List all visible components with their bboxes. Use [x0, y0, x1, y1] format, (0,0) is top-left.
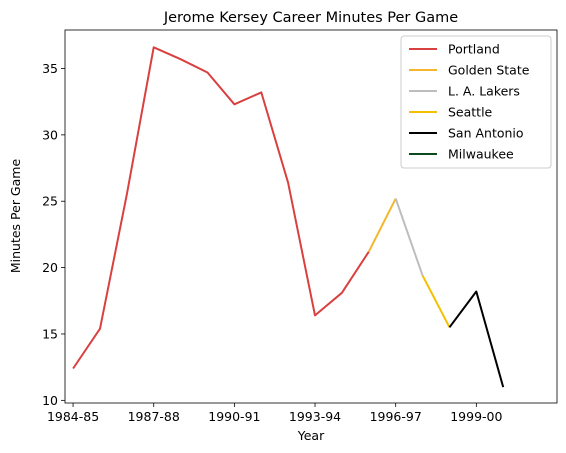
x-tick-label: 1990-91 [208, 409, 260, 424]
x-tick-label: 1996-97 [370, 409, 422, 424]
legend-label-san-antonio: San Antonio [448, 126, 524, 141]
legend-label-portland: Portland [448, 42, 500, 57]
chart-title: Jerome Kersey Career Minutes Per Game [163, 10, 458, 26]
y-axis-label: Minutes Per Game [8, 159, 23, 274]
x-tick-label: 1999-00 [450, 409, 502, 424]
y-tick-label: 20 [42, 260, 58, 275]
x-axis-label: Year [297, 428, 325, 443]
legend: Portland Golden State L. A. Lakers Seattle S… [400, 35, 552, 169]
series-line-san-antonio [448, 290, 505, 388]
legend-label-golden-state: Golden State [448, 63, 530, 78]
plot-frame [64, 29, 558, 404]
y-tick-label: 30 [42, 127, 58, 142]
series-line-l-a-lakers [394, 198, 424, 276]
y-tick-label: 10 [42, 393, 58, 408]
x-tick-label: 1984-85 [47, 409, 99, 424]
x-tick-label: 1993-94 [289, 409, 341, 424]
series-line-golden-state [367, 198, 397, 253]
legend-label-l-a-lakers: L. A. Lakers [448, 84, 520, 99]
y-tick-label: 25 [42, 194, 58, 209]
series-line-portland [72, 46, 370, 370]
legend-box [400, 35, 552, 169]
legend-label-seattle: Seattle [448, 105, 493, 120]
x-tick-label: 1987-88 [128, 409, 180, 424]
legend-label-milwaukee: Milwaukee [448, 147, 514, 162]
y-tick-label: 15 [42, 326, 58, 341]
y-tick-label: 35 [42, 61, 58, 76]
series-line-seattle [421, 275, 451, 328]
